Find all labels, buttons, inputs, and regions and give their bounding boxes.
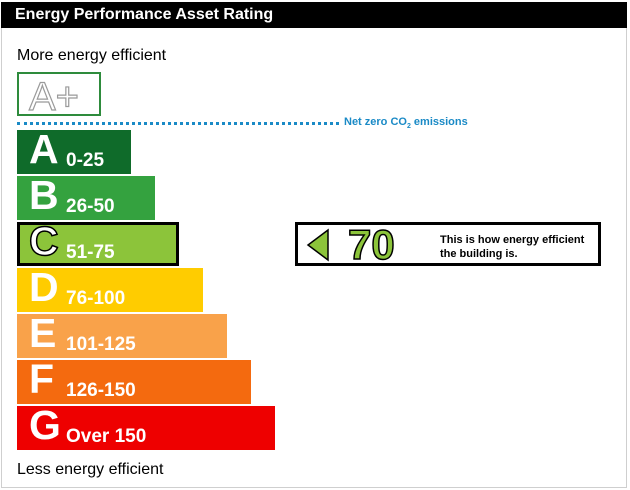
aplus-icon: A+ bbox=[28, 74, 79, 114]
band-a: A 0-25 bbox=[17, 126, 131, 174]
more-efficient-label: More energy efficient bbox=[17, 47, 167, 64]
aplus-band: A+ bbox=[17, 72, 101, 116]
band-range-e: 101-125 bbox=[66, 334, 136, 355]
rating-value: 70 bbox=[347, 221, 395, 268]
band-range-b: 26-50 bbox=[66, 196, 115, 217]
band-range-g: Over 150 bbox=[66, 426, 147, 447]
band-letter-a: A bbox=[29, 126, 59, 172]
rating-description-line2: the building is. bbox=[440, 248, 518, 260]
band-letter-g: G bbox=[29, 402, 61, 448]
net-zero-subscript: 2 bbox=[406, 123, 411, 131]
rating-description: This is how energy efficient the buildin… bbox=[440, 233, 600, 261]
band-letter-e: E bbox=[29, 310, 57, 356]
current-rating-indicator: 70 This is how energy efficient the buil… bbox=[295, 222, 601, 266]
band-c: C 51-75 bbox=[17, 218, 179, 266]
band-range-d: 76-100 bbox=[66, 288, 126, 309]
band-g: G Over 150 bbox=[17, 402, 275, 450]
net-zero-suffix: emissions bbox=[410, 116, 468, 128]
band-letter-f: F bbox=[29, 356, 55, 402]
aplus-letter: A+ bbox=[29, 75, 79, 114]
net-zero-label: Net zero CO2 emissions bbox=[344, 116, 468, 130]
band-d: D 76-100 bbox=[17, 264, 203, 312]
less-efficient-label: Less energy efficient bbox=[17, 461, 164, 478]
net-zero-divider bbox=[17, 122, 339, 125]
band-f: F 126-150 bbox=[17, 356, 251, 404]
band-range-c: 51-75 bbox=[66, 242, 115, 263]
band-letter-c: C bbox=[28, 218, 59, 264]
rating-description-line1: This is how energy efficient bbox=[440, 234, 585, 246]
page-title: Energy Performance Asset Rating bbox=[1, 2, 627, 28]
rating-arrow-icon bbox=[306, 228, 329, 262]
net-zero-text: Net zero CO bbox=[344, 116, 407, 128]
band-e: E 101-125 bbox=[17, 310, 227, 358]
band-letter-d: D bbox=[29, 264, 59, 310]
band-letter-b: B bbox=[29, 172, 59, 218]
band-range-f: 126-150 bbox=[66, 380, 136, 401]
band-range-a: 0-25 bbox=[66, 150, 105, 171]
band-b: B 26-50 bbox=[17, 172, 155, 220]
